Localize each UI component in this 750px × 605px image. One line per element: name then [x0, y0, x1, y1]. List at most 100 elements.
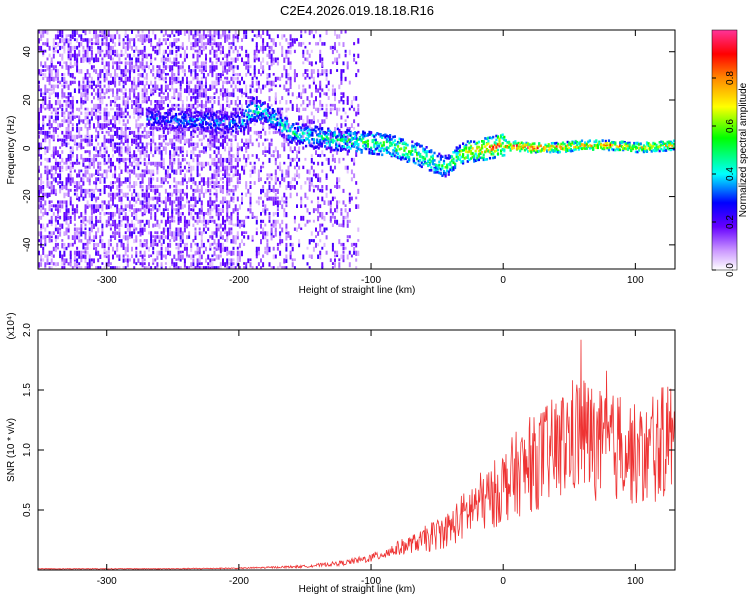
spectrogram-cell — [97, 142, 100, 146]
spectrogram-cell — [67, 181, 70, 185]
spectrogram-cell — [306, 177, 309, 181]
spectrogram-cell — [59, 165, 62, 171]
spectrogram-cell — [177, 165, 180, 170]
spectrogram-cell — [57, 154, 59, 158]
spectrogram-cell — [304, 30, 307, 34]
spectrogram-cell — [228, 53, 231, 57]
spectrogram-cell — [101, 100, 104, 105]
spectrogram-cell — [308, 169, 311, 175]
spectrogram-cell — [179, 212, 182, 216]
spectrogram-cell — [152, 84, 155, 88]
spectrogram-cell — [48, 76, 51, 82]
spectrogram-cell — [42, 92, 45, 96]
spectrogram-cell — [120, 53, 123, 57]
spectrogram-cell — [71, 177, 74, 183]
spectrogram-cell — [243, 61, 246, 66]
spectrogram-cell — [200, 84, 203, 90]
spectrogram-cell — [224, 65, 227, 70]
spectrogram-ridge-cell — [213, 113, 216, 116]
spectrogram-cell — [88, 239, 91, 245]
spectrogram-cell — [160, 42, 163, 46]
spectrogram-cell — [325, 30, 328, 35]
spectrogram-cell — [139, 111, 142, 115]
spectrogram-ridge-cell — [189, 119, 192, 122]
spectrogram-ridge-cell — [285, 129, 289, 133]
spectrogram-cell — [217, 242, 220, 248]
spectrogram-cell — [179, 138, 182, 144]
spectrogram-cell — [69, 188, 72, 192]
spectrogram-cell — [224, 146, 227, 152]
spectrogram-cell — [82, 80, 85, 84]
spectrogram-ridge-cell — [173, 118, 176, 121]
spectrogram-ridge-cell — [184, 115, 187, 119]
spectrogram-cell — [310, 165, 313, 170]
spectrogram-cell — [179, 45, 182, 49]
spectrogram-cell — [268, 88, 271, 93]
spectrogram-cell — [97, 34, 100, 38]
spectrogram-cell — [97, 130, 100, 136]
spectrogram-ridge-cell — [271, 111, 274, 115]
spectrogram-cell — [260, 88, 262, 94]
spectrogram-cell — [247, 142, 250, 148]
spectrogram-cell — [340, 130, 343, 137]
spectrogram-cell — [69, 115, 72, 121]
spectrogram-cell — [257, 169, 260, 175]
spectrogram-cell — [200, 38, 203, 43]
spectrogram-cell — [219, 208, 222, 212]
spectrogram-cell — [317, 73, 320, 78]
spectrogram-ridge-cell — [190, 119, 193, 122]
spectrogram-cell — [215, 115, 218, 120]
spectrogram-ridge-cell — [257, 116, 260, 120]
spectrogram-cell — [67, 103, 70, 108]
spectrogram-cell — [69, 111, 72, 115]
spectrogram-cell — [122, 96, 125, 101]
spectrogram-cell — [135, 212, 138, 217]
spectrogram-cell — [63, 111, 66, 115]
spectrogram-cell — [169, 154, 172, 159]
spectrogram-cell — [224, 227, 227, 231]
spectrogram-ridge-cell — [168, 120, 171, 124]
spectrogram-cell — [255, 154, 258, 159]
spectrogram-ridge-cell — [232, 125, 235, 129]
spectrogram-cell — [137, 130, 140, 135]
spectrogram-cell — [114, 80, 117, 86]
spectrogram-cell — [255, 250, 258, 256]
spectrogram-ridge-cell — [209, 112, 212, 115]
spectrogram-cell — [128, 65, 131, 71]
spectrogram-cell — [103, 30, 106, 35]
spectrogram-cell — [143, 157, 146, 161]
spectrogram-cell — [315, 173, 317, 179]
spectrogram-cell — [213, 231, 216, 235]
spectrogram-cell — [319, 123, 322, 129]
spectrogram-ridge-cell — [155, 108, 159, 112]
spectrogram-cell — [124, 250, 127, 256]
spectrogram-cell — [283, 266, 286, 269]
spectrogram-cell — [181, 134, 184, 140]
spectrogram-cell — [122, 208, 125, 212]
spectrogram-cell — [80, 227, 83, 232]
spectrogram-cell — [179, 192, 182, 198]
spectrogram-cell — [158, 150, 161, 155]
spectrogram-cell — [152, 208, 155, 212]
spectrogram-cell — [183, 242, 186, 247]
spectrogram-cell — [61, 169, 64, 173]
spectrogram-cell — [40, 103, 43, 109]
spectrogram-cell — [217, 165, 220, 170]
spectrogram-cell — [150, 69, 153, 74]
spectrogram-cell — [315, 130, 317, 134]
spectrogram-cell — [124, 181, 127, 184]
spectrogram-cell — [150, 138, 153, 142]
spectrogram-cell — [302, 146, 305, 150]
spectrogram-cell — [236, 223, 239, 227]
spectrogram-cell — [334, 45, 336, 51]
spectrogram-cell — [48, 146, 51, 151]
spectrogram-cell — [99, 204, 102, 209]
spectrogram-cell — [179, 204, 182, 210]
spectrogram-cell — [118, 53, 121, 58]
spectrogram-cell — [198, 161, 201, 166]
spectrogram-cell — [238, 100, 241, 105]
spectrogram-cell — [65, 130, 68, 135]
spectrogram-cell — [99, 107, 102, 111]
spectrogram-cell — [226, 69, 229, 75]
spectrogram-cell — [158, 88, 161, 91]
